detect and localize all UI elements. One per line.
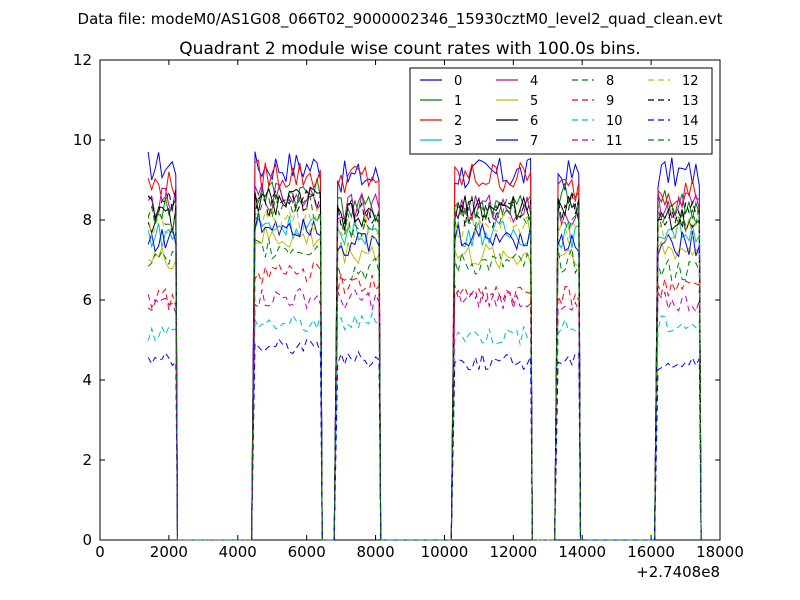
x-tick-label: 18000 (696, 543, 744, 561)
chart-title: Quadrant 2 module wise count rates with … (179, 39, 640, 59)
legend-label-6: 6 (530, 114, 538, 129)
x-tick-label: 10000 (421, 543, 469, 561)
x-tick-label: 8000 (356, 543, 394, 561)
series-layer (147, 151, 702, 541)
legend-label-14: 14 (682, 114, 699, 129)
y-tick-label: 10 (73, 131, 92, 149)
x-tick-label: 2000 (150, 543, 188, 561)
y-tick-label: 8 (82, 211, 92, 229)
legend-label-10: 10 (606, 114, 623, 129)
legend-label-5: 5 (530, 94, 538, 109)
legend-label-2: 2 (454, 114, 462, 129)
y-tick-label: 4 (82, 371, 92, 389)
legend-frame (409, 67, 713, 155)
legend-label-15: 15 (682, 134, 699, 149)
x-tick-label: 4000 (219, 543, 257, 561)
y-tick-label: 6 (82, 291, 92, 309)
legend-label-9: 9 (606, 94, 614, 109)
series-line-14 (147, 338, 702, 541)
legend-label-13: 13 (682, 94, 699, 109)
x-tick-label: 6000 (288, 543, 326, 561)
legend-label-8: 8 (606, 74, 614, 89)
legend-label-0: 0 (454, 74, 462, 89)
x-tick-label: 16000 (627, 543, 675, 561)
x-offset-label: +2.7408e8 (636, 563, 720, 581)
y-tick-label: 0 (82, 531, 92, 549)
legend-label-12: 12 (682, 74, 699, 89)
legend-label-4: 4 (530, 74, 538, 89)
x-tick-label: 12000 (489, 543, 537, 561)
chart-suptitle: Data file: modeM0/AS1G08_066T02_90000023… (78, 10, 723, 29)
x-tick-label: 14000 (558, 543, 606, 561)
x-tick-label: 0 (95, 543, 105, 561)
y-tick-label: 12 (73, 51, 92, 69)
legend-label-7: 7 (530, 134, 538, 149)
y-tick-label: 2 (82, 451, 92, 469)
legend-label-1: 1 (454, 94, 462, 109)
legend-label-11: 11 (606, 134, 623, 149)
tick-layer: 0 2000 4000 6000 8000 10000 12000 14000 16000 180… (73, 51, 744, 561)
legend-label-3: 3 (454, 134, 462, 149)
series-line-15 (147, 194, 702, 541)
